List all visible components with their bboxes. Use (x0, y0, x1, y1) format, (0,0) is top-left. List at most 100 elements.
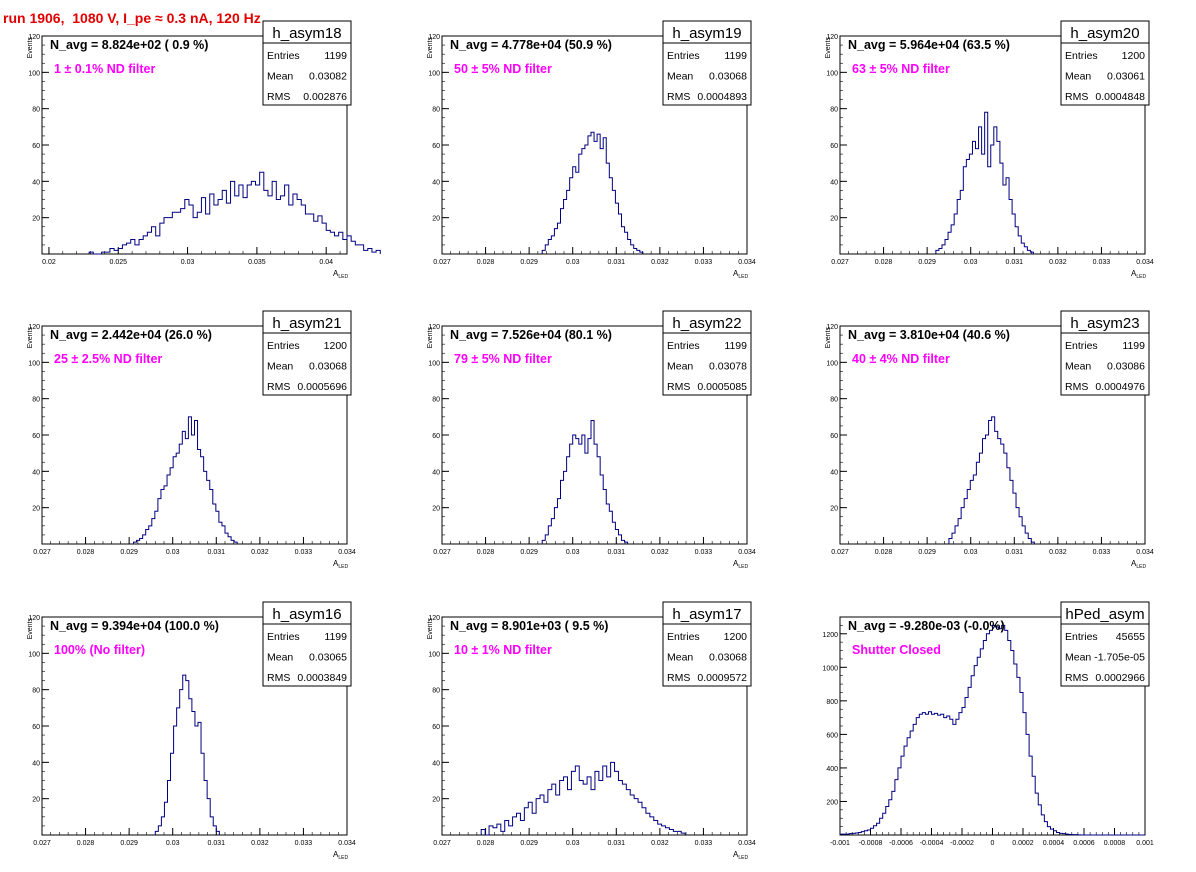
y-axis-title: Events (427, 327, 434, 349)
x-tick-label: 0.032 (251, 840, 269, 847)
x-axis-title: ALED (333, 269, 348, 280)
filter-label: 40 ± 4% ND filter (852, 352, 950, 366)
x-tick-label: 0.031 (608, 549, 626, 556)
x-tick-label: -0.0008 (859, 840, 883, 847)
y-tick-label: 120 (28, 324, 40, 331)
stats-label: RMS (1065, 672, 1088, 684)
y-tick-label: 80 (830, 397, 838, 404)
x-tick-label: 0.027 (831, 549, 849, 556)
y-tick-label: 40 (32, 179, 40, 186)
x-tick-label: 0.031 (608, 840, 626, 847)
x-tick-label: 0.027 (33, 549, 51, 556)
stats-label: RMS (1065, 91, 1088, 103)
x-tick-label: 0.033 (1093, 259, 1111, 266)
x-tick-label: 0.03 (566, 259, 580, 266)
stats-title: h_asym23 (1070, 315, 1139, 332)
stats-box (662, 310, 752, 396)
stats-value: 0.03068 (709, 71, 747, 83)
y-axis-title: Events (27, 618, 34, 640)
x-tick-label: 0.001 (1136, 840, 1154, 847)
stats-value: 0.03082 (309, 71, 347, 83)
stats-value: 0.0009572 (697, 672, 747, 684)
stats-label: RMS (267, 381, 290, 393)
stats-value: 0.0003849 (297, 672, 347, 684)
navg-label: N_avg = 8.824e+02 ( 0.9 %) (50, 38, 208, 52)
x-tick-label: -0.0006 (889, 840, 913, 847)
stats-value: 0.0004893 (697, 91, 747, 103)
x-tick-label: 0.035 (248, 259, 266, 266)
x-tick-label: 0.031 (1006, 259, 1024, 266)
y-tick-label: 100 (28, 70, 40, 77)
x-tick-label: 0.032 (251, 549, 269, 556)
stats-label: RMS (1065, 381, 1088, 393)
y-tick-label: 100 (428, 360, 440, 367)
histogram-panel-hPed_asym: 200 400 600 800 1000 1200 -0.001 -0.0008 -0.0006… (822, 601, 1154, 847)
stats-label: RMS (267, 91, 290, 103)
x-tick-label: 0.028 (477, 259, 495, 266)
stats-label: Entries (1065, 340, 1098, 352)
stats-label: Mean (1065, 71, 1091, 83)
x-tick-label: 0.034 (738, 840, 756, 847)
stats-value: 0.0005085 (697, 381, 747, 393)
histogram-panel-h_asym18: 20 40 60 80 100 120 0.02 0.025 0.03 0.035 0.04 Even… (27, 20, 381, 280)
y-tick-label: 60 (830, 433, 838, 440)
x-axis-title: ALED (1131, 559, 1146, 570)
histogram-panel-h_asym19: 20 40 60 80 100 120 0.027 0.028 0.029 0.03 0.031 0.… (427, 20, 756, 280)
x-tick-label: 0.03 (964, 259, 978, 266)
stats-label: Entries (267, 50, 300, 62)
stats-box (662, 20, 752, 106)
y-tick-label: 120 (428, 34, 440, 41)
x-tick-label: 0.029 (120, 549, 138, 556)
x-axis-title: ALED (733, 269, 748, 280)
stats-box (662, 601, 752, 687)
stats-label: Mean (267, 361, 293, 373)
y-tick-label: 1200 (822, 632, 838, 639)
x-tick-label: -0.0004 (920, 840, 944, 847)
stats-value: 0.002876 (303, 91, 347, 103)
stats-value: 1199 (724, 50, 747, 62)
x-tick-label: 0.028 (77, 840, 95, 847)
stats-label: Mean (667, 361, 693, 373)
y-axis-title: Events (427, 618, 434, 640)
y-tick-label: 20 (432, 797, 440, 804)
y-tick-label: 80 (830, 107, 838, 114)
stats-label: Mean (267, 71, 293, 83)
x-tick-label: 0.03 (181, 259, 195, 266)
stats-value: 0.03086 (1107, 361, 1145, 373)
y-axis-title: Events (27, 327, 34, 349)
x-tick-label: 0.034 (738, 259, 756, 266)
navg-label: N_avg = 4.778e+04 (50.9 %) (450, 38, 612, 52)
navg-label: N_avg = 9.394e+04 (100.0 %) (50, 619, 219, 633)
x-tick-label: 0.028 (77, 549, 95, 556)
x-tick-label: -0.0002 (950, 840, 974, 847)
x-tick-label: 0.034 (338, 840, 356, 847)
y-tick-label: 100 (826, 360, 838, 367)
histogram-panel-h_asym20: 20 40 60 80 100 120 0.027 0.028 0.029 0.03 0.031 0.… (825, 20, 1154, 280)
stats-label: Entries (667, 340, 700, 352)
x-tick-label: 0.033 (695, 259, 713, 266)
x-axis-title: ALED (333, 850, 348, 861)
x-tick-label: 0.032 (1049, 549, 1067, 556)
x-tick-label: 0.03 (566, 549, 580, 556)
x-tick-label: 0.029 (520, 549, 538, 556)
y-tick-label: 100 (826, 70, 838, 77)
histogram-panel-h_asym17: 20 40 60 80 100 120 0.027 0.028 0.029 0.03 0.031 0.… (427, 601, 756, 861)
y-tick-label: 120 (428, 324, 440, 331)
y-tick-label: 80 (32, 397, 40, 404)
histogram-line (88, 171, 381, 255)
y-tick-label: 40 (432, 760, 440, 767)
y-tick-label: 60 (32, 143, 40, 150)
x-tick-label: 0.028 (875, 259, 893, 266)
stats-title: h_asym22 (672, 315, 741, 332)
y-tick-label: 80 (432, 688, 440, 695)
x-tick-label: 0.033 (295, 549, 313, 556)
x-tick-label: 0.034 (738, 549, 756, 556)
stats-value: 1199 (724, 340, 747, 352)
stats-value: -1.705e-05 (1094, 652, 1145, 664)
histogram-line (541, 419, 629, 544)
y-tick-label: 400 (826, 766, 838, 773)
x-tick-label: 0.034 (1136, 259, 1154, 266)
stats-title: h_asym20 (1070, 25, 1139, 42)
y-tick-label: 20 (32, 797, 40, 804)
stats-box (262, 310, 352, 396)
